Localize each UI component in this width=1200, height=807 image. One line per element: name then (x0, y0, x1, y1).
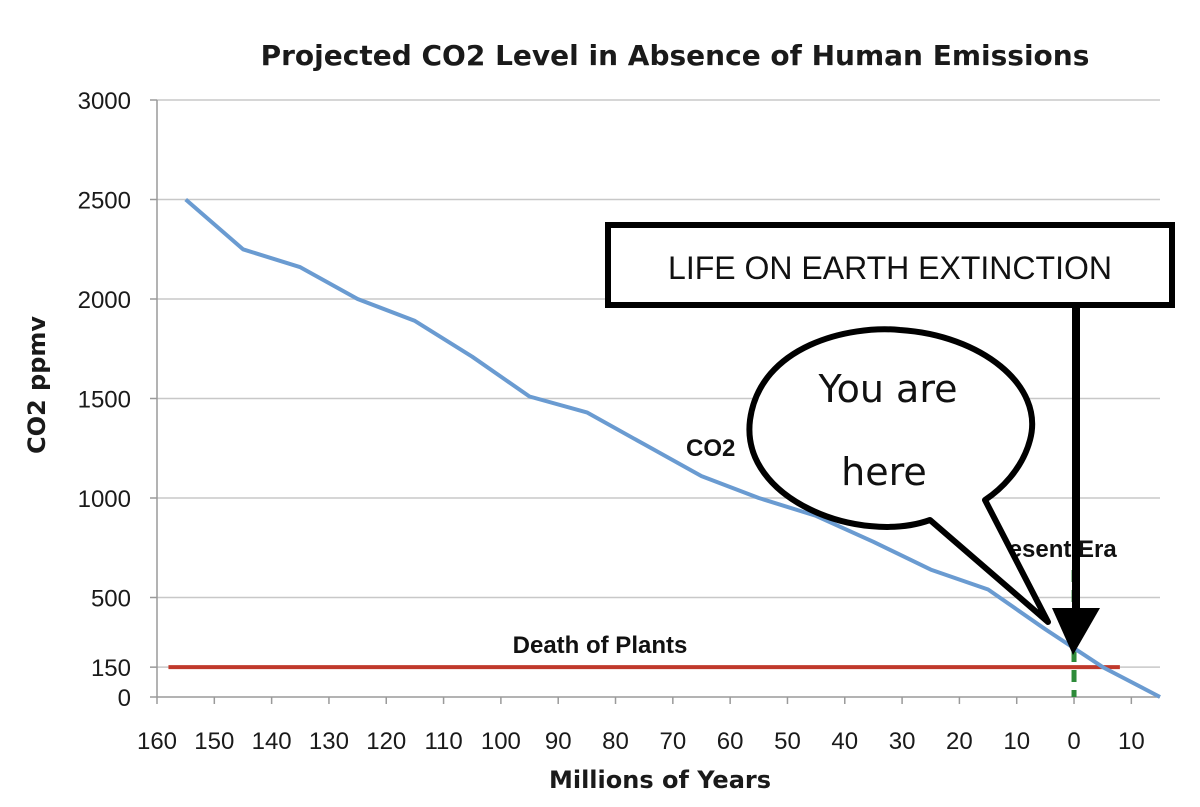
x-tick-label-2: 140 (252, 728, 292, 755)
extinction-box (605, 222, 1175, 308)
x-tick-label-15: 10 (1003, 728, 1030, 755)
bubble-text-line2: here (841, 450, 927, 494)
extinction-text: LIFE ON EARTH EXTINCTION (668, 250, 1112, 286)
series-line-co2 (184, 197, 1161, 699)
x-tick-label-17: 10 (1118, 728, 1145, 755)
you-are-here-bubble: You are here (746, 326, 1051, 625)
x-tick-label-11: 50 (774, 728, 801, 755)
x-tick-label-12: 40 (831, 728, 858, 755)
y-tick-label-7: 3000 (78, 88, 131, 115)
x-tick-label-7: 90 (545, 728, 572, 755)
y-tick-label-3: 1000 (78, 486, 131, 513)
x-tick-label-14: 20 (946, 728, 973, 755)
y-tick-label-1: 150 (91, 655, 131, 682)
y-tick-label-6: 2500 (78, 188, 131, 215)
x-tick-label-8: 80 (602, 728, 629, 755)
x-tick-label-10: 60 (717, 728, 744, 755)
x-tick-label-0: 160 (137, 728, 177, 755)
death-of-plants-label: Death of Plants (513, 632, 688, 659)
x-tick-label-1: 150 (194, 728, 234, 755)
bubble-text-line1: You are (817, 367, 957, 411)
y-axis-label: CO2 ppmv (23, 316, 51, 454)
y-tick-labels: 0 150 500 1000 1500 2000 2500 3000 (78, 88, 131, 712)
x-tick-label-9: 70 (659, 728, 686, 755)
extinction-callout: LIFE ON EARTH EXTINCTION (605, 222, 1175, 655)
series-label-co2: CO2 (686, 435, 735, 462)
x-tick-label-16: 0 (1067, 728, 1080, 755)
y-tick-label-2: 500 (91, 586, 131, 613)
series-group (184, 197, 1161, 699)
x-tick-labels: 160 150 140 130 120 110 100 90 80 70 60 50 40 30 20 10 0… (137, 728, 1145, 755)
chart-title: Projected CO2 Level in Absence of Human … (261, 39, 1090, 72)
x-tick-label-6: 100 (481, 728, 521, 755)
x-tick-label-3: 130 (309, 728, 349, 755)
y-tick-label-0: 0 (118, 685, 131, 712)
x-tick-label-5: 110 (424, 728, 462, 755)
y-tick-label-5: 2000 (78, 287, 131, 314)
bubble-shape (746, 326, 1051, 625)
extinction-arrow-head (1052, 608, 1100, 655)
x-tick-label-4: 120 (366, 728, 406, 755)
y-tick-label-4: 1500 (78, 387, 131, 414)
x-axis-label: Millions of Years (549, 766, 771, 794)
x-tick-label-13: 30 (889, 728, 916, 755)
axes (150, 99, 1160, 704)
